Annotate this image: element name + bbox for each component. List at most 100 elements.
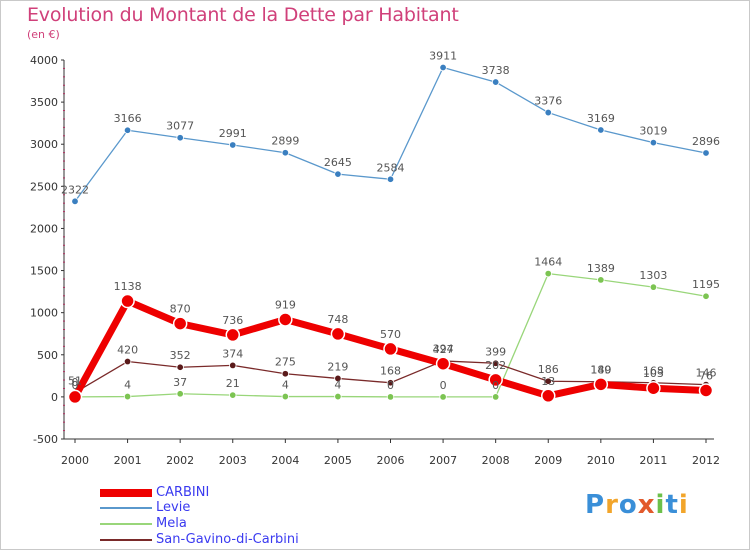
x-tick-label: 2008 — [482, 454, 510, 467]
data-point-mela — [491, 393, 500, 401]
x-tick-label: 2006 — [377, 454, 405, 467]
data-point-carbini — [67, 389, 83, 405]
data-point-san-gavino-di-carbini — [334, 374, 342, 383]
data-label-carbini: 570 — [380, 328, 401, 341]
data-point-levie — [176, 134, 184, 142]
data-point-carbini — [120, 293, 135, 309]
data-label-levie: 2991 — [219, 127, 247, 140]
y-tick-label: 1500 — [30, 265, 58, 278]
legend-item-carbini: CARBINI — [100, 485, 209, 500]
data-label-levie: 3911 — [429, 49, 457, 62]
data-point-mela — [439, 393, 447, 401]
x-tick-label: 2004 — [271, 454, 299, 467]
data-point-carbini — [488, 372, 503, 388]
x-tick-label: 2002 — [166, 454, 194, 467]
data-label-mela: 0 — [72, 379, 79, 392]
x-tick-label: 2000 — [61, 454, 89, 467]
data-point-levie — [281, 149, 290, 157]
data-point-san-gavino-di-carbini — [176, 363, 184, 371]
data-point-carbini — [435, 356, 451, 371]
legend-label: Mela — [156, 515, 187, 531]
data-label-san-gavino-di-carbini: 399 — [485, 345, 506, 358]
chart-subtitle: (en €) — [27, 28, 60, 41]
data-point-levie — [71, 197, 79, 206]
data-label-san-gavino-di-carbini: 51 — [68, 375, 82, 388]
data-point-mela — [281, 392, 290, 401]
data-point-mela — [386, 393, 395, 401]
data-point-mela — [702, 292, 710, 300]
x-tick-label: 2012 — [692, 454, 720, 467]
data-label-levie: 3376 — [534, 95, 562, 108]
data-label-levie: 3166 — [114, 112, 142, 125]
data-label-mela: 37 — [173, 376, 187, 389]
legend-item-levie: Levie — [100, 500, 190, 515]
data-label-levie: 2899 — [271, 135, 299, 148]
data-labels-layer: 2322 3166 3077 2991 2899 2645 2584 3911 3738 3376… — [61, 49, 720, 391]
data-label-mela: 4 — [334, 379, 341, 392]
data-label-mela: 1195 — [692, 278, 720, 291]
data-point-levie — [491, 78, 500, 86]
data-label-san-gavino-di-carbini: 168 — [380, 365, 401, 378]
data-label-san-gavino-di-carbini: 352 — [170, 349, 191, 362]
legend-swatch — [100, 538, 152, 541]
data-point-carbini — [646, 380, 661, 396]
data-point-levie — [544, 108, 552, 117]
data-point-levie — [702, 149, 710, 157]
data-label-carbini: 149 — [590, 363, 611, 376]
data-label-levie: 2584 — [377, 161, 405, 174]
data-label-san-gavino-di-carbini: 146 — [696, 367, 717, 380]
data-label-carbini: 394 — [433, 343, 454, 356]
data-point-mela — [597, 276, 605, 284]
y-tick-label: 1000 — [30, 307, 58, 320]
data-label-levie: 3738 — [482, 64, 510, 77]
legend-item-mela: Mela — [100, 516, 187, 531]
data-point-mela — [544, 269, 552, 278]
series-layer — [67, 63, 714, 405]
legend-item-san-gavino-di-carbini: San-Gavino-di-Carbini — [100, 532, 299, 547]
data-label-san-gavino-di-carbini: 420 — [117, 344, 138, 357]
data-point-mela — [649, 283, 658, 291]
x-tick-label: 2009 — [534, 454, 562, 467]
data-point-carbini — [541, 388, 556, 404]
data-label-san-gavino-di-carbini: 427 — [433, 343, 454, 356]
data-point-carbini — [278, 312, 293, 327]
data-point-carbini — [225, 327, 240, 343]
data-point-carbini — [330, 326, 346, 342]
data-label-mela: 0 — [440, 379, 447, 392]
data-label-carbini: 202 — [485, 359, 506, 372]
data-label-mela: 1389 — [587, 262, 615, 275]
data-label-san-gavino-di-carbini: 180 — [590, 364, 611, 377]
data-point-carbini — [593, 377, 609, 392]
data-point-san-gavino-di-carbini — [229, 361, 237, 370]
data-label-san-gavino-di-carbini: 374 — [222, 347, 243, 360]
x-tick-label: 2001 — [114, 454, 142, 467]
data-point-levie — [439, 63, 447, 72]
legend-swatch — [100, 506, 152, 509]
logo-letter: t — [665, 490, 679, 520]
data-point-carbini — [172, 316, 188, 331]
data-label-san-gavino-di-carbini: 275 — [275, 356, 296, 369]
x-tick-label: 2007 — [429, 454, 457, 467]
logo-letter: P — [585, 490, 606, 520]
legend-label: CARBINI — [156, 484, 210, 500]
data-label-san-gavino-di-carbini: 219 — [327, 360, 348, 373]
data-point-mela — [176, 390, 184, 398]
data-point-san-gavino-di-carbini — [123, 357, 132, 366]
data-point-san-gavino-di-carbini — [386, 379, 395, 387]
data-label-carbini: 919 — [275, 298, 296, 311]
data-label-levie: 3019 — [639, 125, 667, 138]
data-point-san-gavino-di-carbini — [544, 377, 552, 385]
y-tick-label: 3000 — [30, 138, 58, 151]
data-label-mela: 4 — [282, 379, 289, 392]
data-label-carbini: 736 — [222, 314, 243, 327]
data-label-mela: 1464 — [534, 256, 562, 269]
legend-label: San-Gavino-di-Carbini — [156, 531, 299, 547]
data-point-levie — [334, 170, 342, 178]
logo-letter: x — [637, 490, 656, 520]
logo-letter: r — [605, 490, 619, 520]
legend-swatch — [100, 488, 152, 497]
data-label-mela: 4 — [124, 379, 131, 392]
axes: -500050010001500200025003000350040002000… — [30, 54, 720, 467]
data-label-levie: 2322 — [61, 183, 89, 196]
